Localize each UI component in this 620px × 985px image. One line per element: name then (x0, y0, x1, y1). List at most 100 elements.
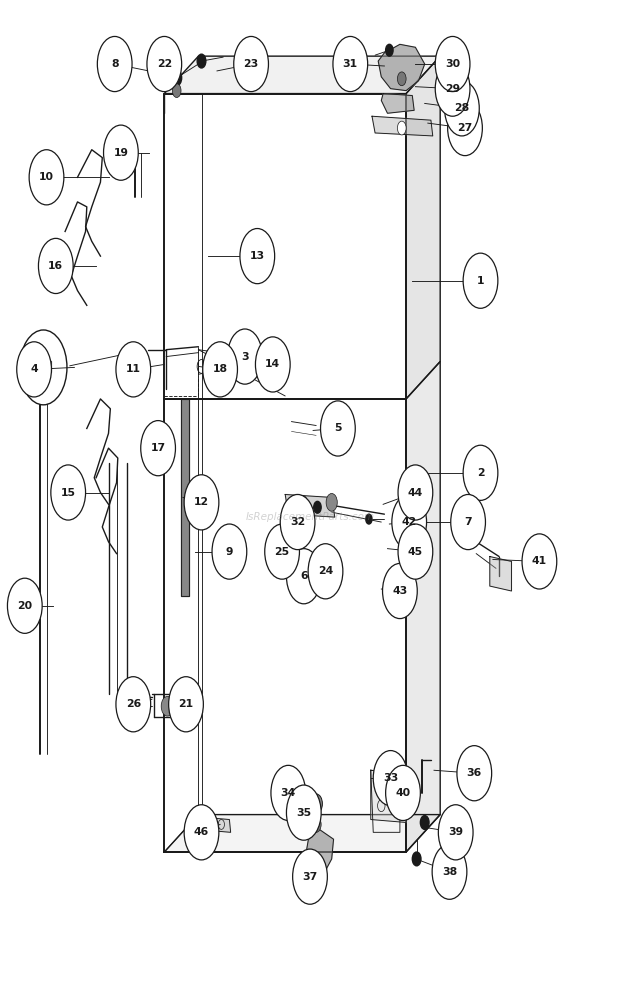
Circle shape (203, 342, 237, 397)
Circle shape (463, 445, 498, 500)
Text: 1: 1 (477, 276, 484, 286)
Circle shape (197, 54, 206, 68)
Text: 36: 36 (467, 768, 482, 778)
Circle shape (397, 121, 406, 135)
Circle shape (397, 72, 406, 86)
Text: 18: 18 (213, 364, 228, 374)
Circle shape (20, 330, 67, 405)
Circle shape (463, 253, 498, 308)
Circle shape (310, 794, 322, 814)
Text: 44: 44 (408, 488, 423, 497)
Circle shape (240, 229, 275, 284)
Text: 46: 46 (194, 827, 209, 837)
Text: 31: 31 (343, 59, 358, 69)
Text: 19: 19 (113, 148, 128, 158)
Circle shape (311, 817, 321, 832)
Polygon shape (406, 56, 440, 399)
Polygon shape (181, 399, 189, 596)
Text: 4: 4 (30, 364, 38, 374)
Polygon shape (305, 829, 334, 879)
Circle shape (116, 342, 151, 397)
Circle shape (435, 36, 470, 92)
Text: 25: 25 (275, 547, 290, 557)
Circle shape (392, 494, 427, 550)
Text: 24: 24 (318, 566, 333, 576)
Circle shape (398, 465, 433, 520)
Text: 22: 22 (157, 59, 172, 69)
Text: 16: 16 (48, 261, 63, 271)
Text: 9: 9 (226, 547, 233, 557)
Text: 42: 42 (402, 517, 417, 527)
Circle shape (333, 36, 368, 92)
Circle shape (293, 849, 327, 904)
Circle shape (435, 61, 470, 116)
Circle shape (271, 765, 306, 821)
Circle shape (321, 401, 355, 456)
Circle shape (286, 785, 321, 840)
Text: 32: 32 (290, 517, 305, 527)
Text: 3: 3 (241, 352, 249, 361)
Circle shape (420, 816, 429, 829)
Circle shape (51, 465, 86, 520)
Text: 14: 14 (265, 360, 280, 369)
Circle shape (7, 578, 42, 633)
Polygon shape (372, 116, 433, 136)
Text: 40: 40 (396, 788, 410, 798)
Text: 29: 29 (445, 84, 460, 94)
Circle shape (255, 337, 290, 392)
Circle shape (448, 100, 482, 156)
Circle shape (308, 544, 343, 599)
Circle shape (228, 329, 262, 384)
Circle shape (432, 844, 467, 899)
Text: 8: 8 (111, 59, 118, 69)
Text: 23: 23 (244, 59, 259, 69)
Circle shape (412, 852, 421, 866)
Text: 28: 28 (454, 103, 469, 113)
Circle shape (184, 805, 219, 860)
Polygon shape (381, 94, 414, 113)
Circle shape (147, 36, 182, 92)
Circle shape (398, 524, 433, 579)
Text: 10: 10 (39, 172, 54, 182)
Text: 43: 43 (392, 586, 407, 596)
Text: IsReplacementParts.com: IsReplacementParts.com (246, 512, 374, 522)
Circle shape (445, 81, 479, 136)
Text: 35: 35 (296, 808, 311, 818)
Text: 38: 38 (442, 867, 457, 877)
Text: 37: 37 (303, 872, 317, 882)
Circle shape (116, 677, 151, 732)
Circle shape (38, 238, 73, 294)
Polygon shape (276, 778, 296, 796)
Text: 26: 26 (126, 699, 141, 709)
Circle shape (314, 501, 321, 513)
Circle shape (97, 36, 132, 92)
Polygon shape (285, 494, 335, 517)
Polygon shape (32, 361, 51, 372)
Polygon shape (164, 56, 440, 94)
Circle shape (172, 84, 181, 98)
Circle shape (172, 70, 182, 86)
Polygon shape (406, 361, 440, 852)
Text: 13: 13 (250, 251, 265, 261)
Text: 17: 17 (151, 443, 166, 453)
Circle shape (161, 696, 174, 716)
Circle shape (451, 494, 485, 550)
Text: 21: 21 (179, 699, 193, 709)
Circle shape (366, 514, 372, 524)
Text: 33: 33 (383, 773, 398, 783)
Text: 6: 6 (300, 571, 308, 581)
Text: 27: 27 (458, 123, 472, 133)
Circle shape (522, 534, 557, 589)
Circle shape (457, 746, 492, 801)
Circle shape (169, 677, 203, 732)
Text: 7: 7 (464, 517, 472, 527)
Text: 41: 41 (532, 557, 547, 566)
Polygon shape (371, 770, 406, 822)
Circle shape (104, 125, 138, 180)
Text: 11: 11 (126, 364, 141, 374)
Circle shape (326, 493, 337, 511)
Circle shape (383, 563, 417, 619)
Text: 34: 34 (281, 788, 296, 798)
Text: 5: 5 (334, 424, 342, 433)
Text: 45: 45 (408, 547, 423, 557)
